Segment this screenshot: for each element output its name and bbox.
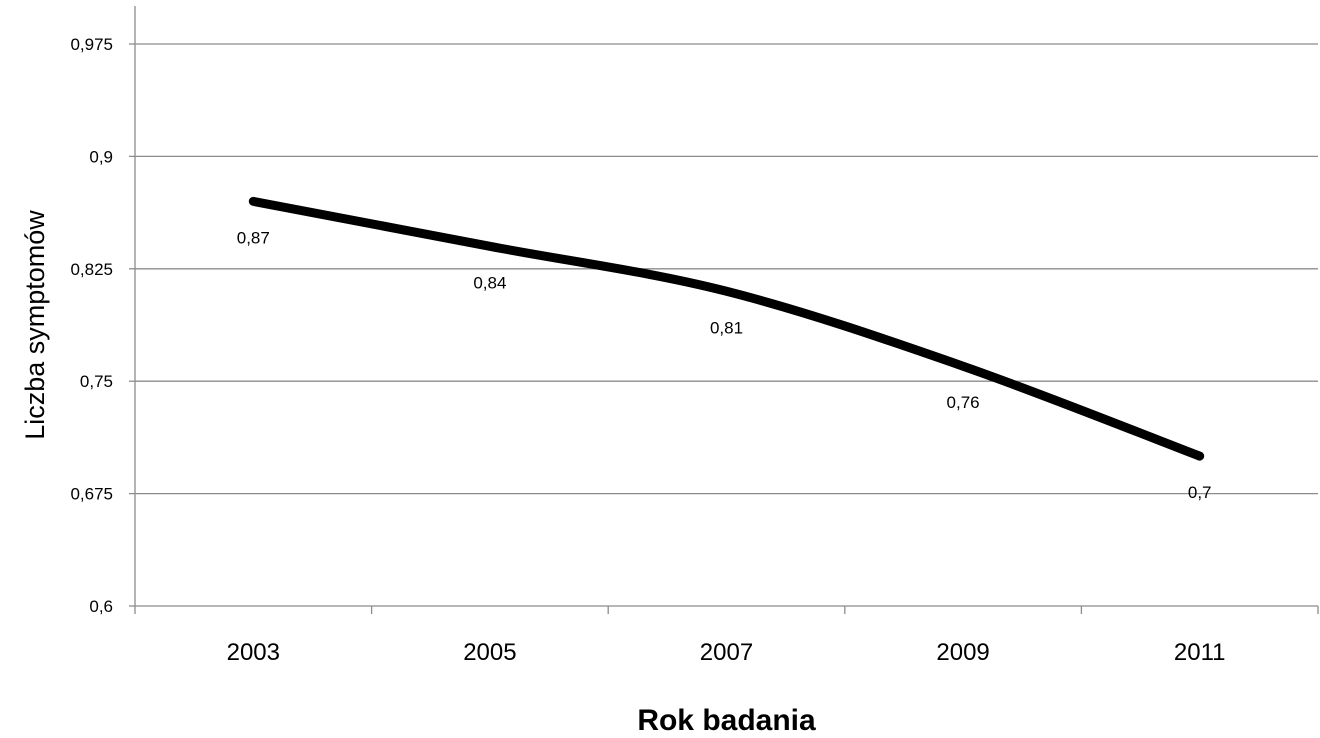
data-label: 0,87 bbox=[237, 228, 270, 247]
x-axis-title: Rok badania bbox=[637, 704, 816, 737]
axes bbox=[129, 6, 1319, 614]
data-label: 0,7 bbox=[1188, 483, 1212, 502]
y-tick-label: 0,9 bbox=[89, 147, 113, 166]
y-tick-label: 0,675 bbox=[70, 485, 113, 504]
y-tick-labels: 0,6 0,675 0,75 0,825 0,9 0,975 bbox=[70, 35, 113, 616]
y-tick-label: 0,825 bbox=[70, 260, 113, 279]
series-line bbox=[248, 196, 1205, 461]
x-tick-label: 2011 bbox=[1174, 639, 1226, 666]
y-tick-label: 0,75 bbox=[80, 372, 113, 391]
y-tick-label: 0,975 bbox=[70, 35, 113, 54]
data-label: 0,76 bbox=[947, 393, 980, 412]
data-label: 0,81 bbox=[710, 318, 743, 337]
data-labels: 0,87 0,84 0,81 0,76 0,7 bbox=[237, 228, 1212, 502]
x-tick-labels: 2003 2005 2007 2009 2011 bbox=[227, 639, 1226, 666]
x-tick-label: 2003 bbox=[227, 639, 280, 666]
y-axis-title: Liczba symptomów bbox=[20, 210, 50, 440]
y-tick-label: 0,6 bbox=[89, 597, 113, 616]
x-tick-label: 2005 bbox=[463, 639, 516, 666]
gridlines bbox=[135, 43, 1318, 495]
x-tick-label: 2009 bbox=[936, 639, 989, 666]
data-label: 0,84 bbox=[473, 273, 506, 292]
x-tick-label: 2007 bbox=[700, 639, 753, 666]
series bbox=[248, 196, 1205, 461]
